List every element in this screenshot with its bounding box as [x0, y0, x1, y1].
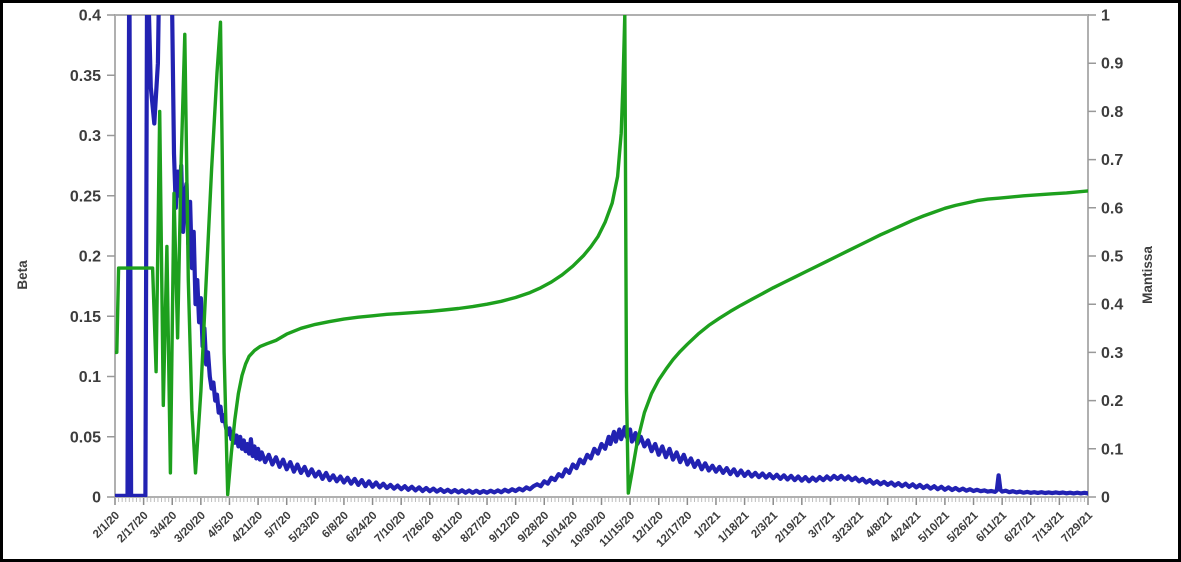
- x-axis-date-label: 2/19/21: [773, 509, 809, 545]
- right-axis-tick-label: 0.5: [1101, 249, 1123, 266]
- right-axis-tick-label: 0.3: [1101, 345, 1123, 362]
- left-axis-title: Beta: [15, 260, 30, 290]
- chart-generated-layer: 0 0.05 0.1 0.15 0.2 0.25 0.3 0.35 0.4 0 0.1 0.2 0.3 0…: [70, 8, 1123, 550]
- right-axis-tick-label: 1: [1101, 8, 1110, 25]
- left-axis-tick-label: 0.4: [79, 8, 101, 25]
- left-axis-tick-label: 0.3: [79, 128, 101, 145]
- x-axis-date-label: 5/23/20: [287, 510, 323, 546]
- left-axis-tick-label: 0.35: [70, 68, 101, 85]
- right-axis-tick-label: 0.9: [1101, 56, 1123, 73]
- right-axis-tick-label: 0.6: [1101, 200, 1123, 217]
- x-axis-date-label: 4/21/20: [230, 510, 266, 546]
- x-axis-date-label: 7/29/21: [1060, 509, 1096, 545]
- right-axis-tick-label: 0: [1101, 490, 1110, 507]
- right-axis-tick-label: 0.8: [1101, 104, 1123, 121]
- left-axis-tick-label: 0: [92, 490, 101, 507]
- right-axis-title: Mantissa: [1140, 246, 1155, 304]
- right-axis-tick-label: 0.2: [1101, 393, 1123, 410]
- left-axis-tick-label: 0.2: [79, 249, 101, 266]
- right-axis-tick-label: 0.4: [1101, 297, 1123, 314]
- mantissa-series-line: [115, 15, 1088, 497]
- beta-mantissa-chart: 0 0.05 0.1 0.15 0.2 0.25 0.3 0.35 0.4 0 0.1 0.2 0.3 0…: [15, 8, 1155, 550]
- left-axis-tick-label: 0.1: [79, 369, 101, 386]
- beta-series-line: [115, 15, 1088, 497]
- x-axis-date-label: 7/10/20: [373, 510, 409, 546]
- plot-border: [114, 14, 1089, 498]
- x-axis-date-label: 8/27/20: [459, 510, 495, 546]
- left-axis-tick-label: 0.05: [70, 429, 101, 446]
- left-axis-tick-marks: [107, 14, 115, 498]
- x-axis-date-label: 5/26/21: [945, 509, 981, 545]
- x-axis-date-label: 7/26/20: [401, 510, 437, 546]
- x-axis-date-label: 3/23/21: [831, 509, 867, 545]
- right-axis-tick-label: 0.1: [1101, 441, 1123, 458]
- x-axis-date-label: 3/20/20: [172, 510, 208, 546]
- x-axis-major-ticks: [114, 498, 1089, 505]
- x-axis-date-label: 6/24/20: [344, 510, 380, 546]
- x-axis-date-label: 1/18/21: [716, 509, 752, 545]
- x-axis-date-label: 2/17/20: [115, 510, 151, 546]
- right-axis-tick-marks: [1088, 14, 1096, 498]
- left-axis-tick-label: 0.15: [70, 309, 101, 326]
- x-axis-date-label: 9/12/20: [487, 510, 523, 546]
- left-axis-tick-label: 0.25: [70, 188, 101, 205]
- right-axis-tick-label: 0.7: [1101, 152, 1123, 169]
